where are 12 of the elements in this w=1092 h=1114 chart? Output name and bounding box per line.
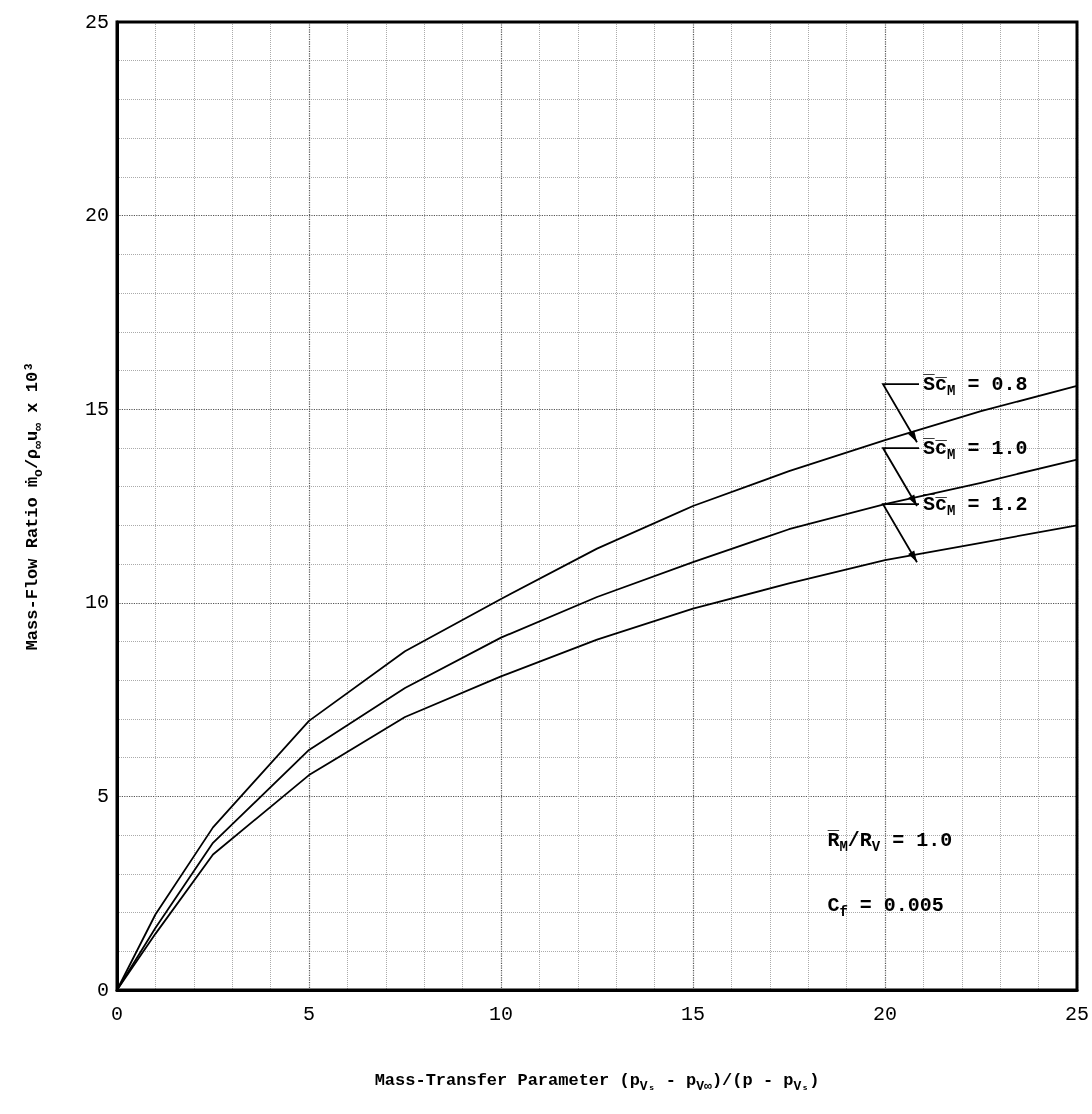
y-tick-label: 5 (96, 784, 109, 808)
y-tick-label: 15 (84, 397, 109, 421)
x-tick-label: 15 (680, 1002, 706, 1026)
y-tick-label: 25 (84, 10, 109, 34)
x-tick-label: 10 (488, 1002, 514, 1026)
y-axis-title: Mass-Flow Ratio ṁo/ρ∞u∞ x 10³ (23, 361, 46, 651)
x-tick-label: 25 (1064, 1002, 1090, 1026)
y-tick-label: 20 (84, 204, 109, 228)
y-tick-label: 10 (84, 591, 109, 615)
x-tick-label: 5 (302, 1002, 316, 1026)
x-tick-label: 20 (872, 1002, 898, 1026)
y-tick-label: 0 (96, 978, 109, 1002)
